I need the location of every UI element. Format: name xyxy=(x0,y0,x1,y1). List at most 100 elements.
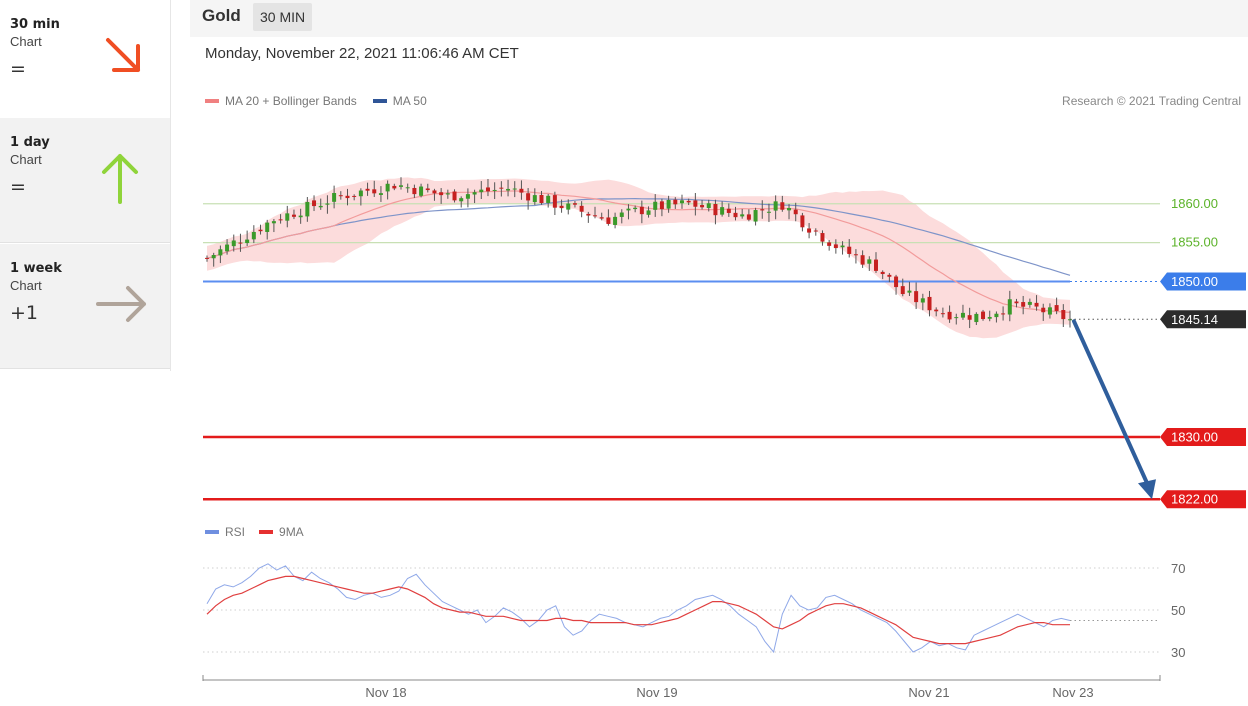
candle-body xyxy=(934,309,939,312)
candle-body xyxy=(954,317,959,319)
candle-body xyxy=(298,215,303,218)
candle-body xyxy=(873,259,878,271)
candle-body xyxy=(947,311,952,320)
candle-body xyxy=(793,209,798,215)
candle-body xyxy=(439,192,444,196)
candle-body xyxy=(994,313,999,318)
timestamp: Monday, November 22, 2021 11:06:46 AM CE… xyxy=(205,45,519,62)
candle-body xyxy=(753,210,758,222)
candle-body xyxy=(593,215,598,217)
candle-body xyxy=(1054,305,1059,311)
candle-body xyxy=(452,191,457,201)
legend-item-rsi: RSI xyxy=(205,525,245,539)
candle-body xyxy=(1027,301,1032,305)
candle-body xyxy=(713,203,718,216)
candle-body xyxy=(512,188,517,190)
candle-body xyxy=(559,205,564,209)
candle-body xyxy=(479,189,484,193)
legend-item-ma50: MA 50 xyxy=(372,94,427,108)
candle-body xyxy=(894,276,899,288)
candle-body xyxy=(960,312,965,318)
timeframe-title: 1 week xyxy=(10,261,62,276)
rsi-tick-label: 50 xyxy=(1171,603,1185,618)
timeframe-badge[interactable]: 30 MIN xyxy=(253,3,313,31)
candle-body xyxy=(385,183,390,192)
candle-body xyxy=(586,213,591,216)
candle-body xyxy=(572,203,577,205)
legend-label: MA 20 + Bollinger Bands xyxy=(225,94,357,108)
timeframe-title: 30 min xyxy=(10,17,60,32)
x-tick-label: Nov 21 xyxy=(908,685,949,700)
candle-body xyxy=(673,199,678,205)
timeframe-card-1week[interactable]: 1 week Chart +1 xyxy=(0,244,170,369)
candle-body xyxy=(1014,301,1019,304)
candle-body xyxy=(773,201,778,211)
candle-body xyxy=(840,245,845,248)
candle-body xyxy=(599,217,604,219)
candle-body xyxy=(880,271,885,275)
rsi-tick-label: 70 xyxy=(1171,561,1185,576)
candle-body xyxy=(626,208,631,211)
candle-body xyxy=(679,200,684,204)
candle-body xyxy=(271,221,276,224)
timeframe-subtitle: Chart xyxy=(10,152,42,167)
copyright: Research © 2021 Trading Central xyxy=(1062,94,1241,108)
candle-body xyxy=(967,315,972,320)
candle-body xyxy=(399,185,404,187)
candle-body xyxy=(305,201,310,217)
candle-body xyxy=(653,201,658,210)
arrow-up-icon xyxy=(102,154,138,204)
candle-body xyxy=(639,206,644,215)
candle-body xyxy=(205,257,209,259)
candle-body xyxy=(619,212,624,217)
legend-swatch xyxy=(205,99,219,103)
candle-body xyxy=(847,246,852,254)
chart-header xyxy=(190,0,1248,37)
candle-body xyxy=(318,205,323,208)
candle-body xyxy=(225,244,230,252)
candle-body xyxy=(1007,299,1012,315)
candle-body xyxy=(974,313,979,323)
timeframe-score: = xyxy=(10,176,26,198)
candle-body xyxy=(860,255,865,265)
candle-body xyxy=(853,254,858,256)
candle-body xyxy=(867,259,872,264)
candle-body xyxy=(1061,310,1066,320)
candle-body xyxy=(245,239,250,244)
timeframe-subtitle: Chart xyxy=(10,34,42,49)
candle-body xyxy=(338,195,343,197)
candle-body xyxy=(733,212,738,218)
candle-body xyxy=(780,202,785,210)
candle-body xyxy=(833,244,838,249)
candle-body xyxy=(693,200,698,207)
candle-body xyxy=(258,229,263,232)
level-label: 1830.00 xyxy=(1171,430,1218,445)
candle-body xyxy=(412,187,417,195)
candle-body xyxy=(532,195,537,203)
candle-body xyxy=(800,215,805,228)
x-tick-label: Nov 19 xyxy=(636,685,677,700)
candle-body xyxy=(987,316,992,319)
candle-body xyxy=(706,203,711,209)
level-tag xyxy=(1160,490,1246,509)
candle-body xyxy=(726,208,731,213)
timeframe-score: = xyxy=(10,58,26,80)
candle-body xyxy=(579,205,584,212)
candle-body xyxy=(914,291,919,303)
candle-body xyxy=(425,188,430,191)
candle-body xyxy=(646,210,651,215)
candle-body xyxy=(539,194,544,204)
legend-swatch xyxy=(372,99,387,103)
forecast-arrow-head xyxy=(1138,479,1156,500)
candle-body xyxy=(813,230,818,232)
timeframe-card-1day[interactable]: 1 day Chart = xyxy=(0,118,170,243)
rsi-line xyxy=(206,563,1071,654)
candle-body xyxy=(940,313,945,315)
candle-body xyxy=(1001,313,1006,315)
chart-legend: MA 20 + Bollinger Bands MA 50 xyxy=(205,94,443,108)
candle-body xyxy=(231,240,236,247)
candle-body xyxy=(526,193,531,201)
candle-body xyxy=(265,222,270,232)
candle-body xyxy=(1047,307,1052,315)
